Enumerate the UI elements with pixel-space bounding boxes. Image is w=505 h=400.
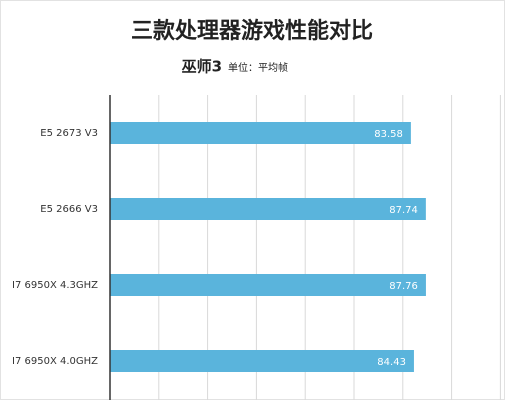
y-tick-label: E5 2666 V3: [40, 204, 98, 215]
y-tick-label: I7 6950X 4.3GHZ: [12, 280, 98, 291]
bar: [110, 198, 426, 220]
value-label: 87.76: [389, 281, 418, 292]
y-tick-label: E5 2673 V3: [40, 128, 98, 139]
y-tick-label: I7 6950X 4.0GHZ: [12, 356, 98, 367]
chart-title: 三款处理器游戏性能对比: [131, 18, 373, 44]
plot: E5 2673 V3 83.58 E5 2666 V3 87.74 I7 6950X 4…: [12, 122, 426, 372]
chart-subtitle: 巫师3: [182, 58, 222, 76]
value-label: 87.74: [389, 205, 418, 216]
value-label: 83.58: [374, 129, 403, 140]
bar: [110, 122, 411, 144]
bar: [110, 350, 414, 372]
grid: [158, 95, 501, 400]
unit-note: 单位：平均帧: [228, 61, 288, 74]
bar: [110, 274, 426, 296]
value-label: 84.43: [377, 357, 406, 368]
